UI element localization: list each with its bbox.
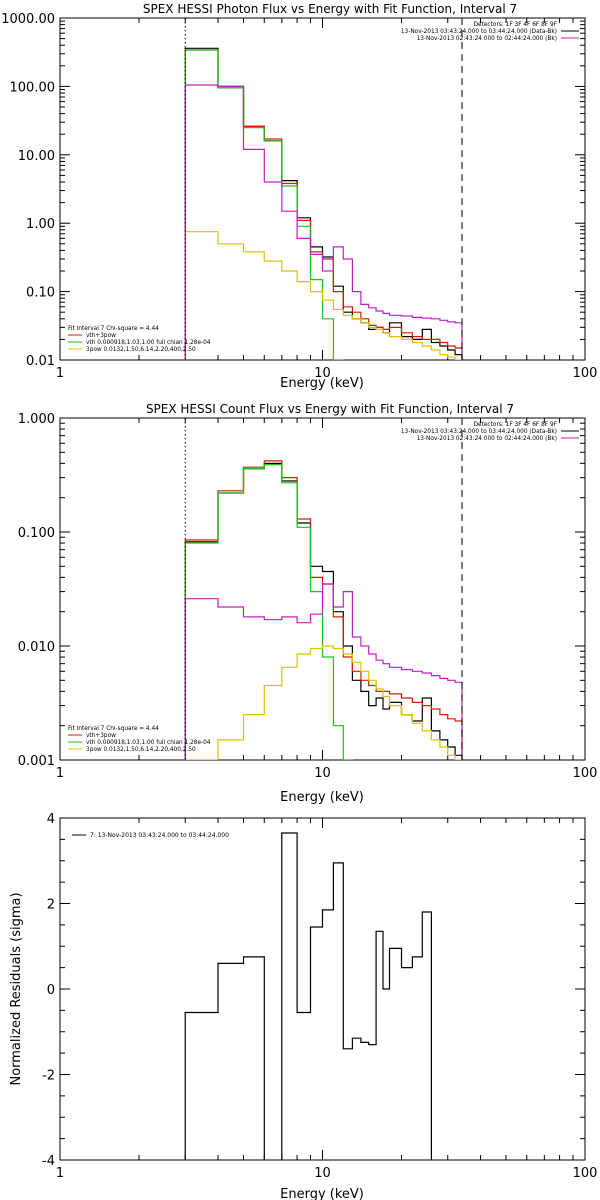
series-layer: [184, 832, 432, 1160]
y-tick-label: 10.00: [18, 149, 55, 164]
y-tick-label: 1.00: [26, 217, 55, 232]
residual-legend: 7: 13-Nov-2013 03:43:24.000 to 03:44:24.…: [72, 832, 229, 839]
y-tick-label: 0: [47, 983, 55, 998]
x-tick-label: 100: [573, 766, 598, 781]
fit-legend-line: vth+3pow: [86, 333, 116, 339]
spectrum-series: [184, 84, 463, 360]
fit-legend-line: 3pow 0.0132,1.50,6.14,2.20,400,2.50: [86, 747, 196, 753]
header-line: 13-Nov-2013 02:43:24.000 to 02:44:24.000…: [417, 36, 557, 42]
fit-legend-line: vth 0.000918,1.03,1.00 full chian 1.28e-…: [86, 340, 211, 346]
spectrum-series: [184, 462, 463, 760]
y-axis-label: Normalized Residuals (sigma): [9, 892, 24, 1085]
x-tick-label: 10: [314, 1166, 331, 1181]
fit-legend-line: 3pow 0.0132,1.50,6.14,2.20,400,2.50: [86, 347, 196, 353]
spectrum-series: [184, 460, 463, 760]
header-line: 13-Nov-2013 03:43:24.000 to 03:44:24.000…: [401, 29, 557, 35]
x-tick-label: 10: [314, 766, 331, 781]
fit-legend-line: vth+3pow: [86, 733, 116, 739]
x-tick-label: 1: [56, 366, 64, 381]
y-tick-label: 1000.00: [1, 12, 55, 27]
y-tick-label: 4: [47, 812, 55, 827]
fit-legend-line: Fit Interval 7 Chi-square = 4.44: [68, 726, 159, 732]
y-tick-label: 2: [47, 898, 55, 913]
x-axis-label: Energy (keV): [280, 1187, 364, 1200]
fit-legend: Fit Interval 7 Chi-square = 4.44vth+3pow…: [68, 326, 211, 353]
spectrum-series: [184, 832, 432, 1160]
x-axis-label: Energy (keV): [280, 376, 364, 391]
legend-label: 7: 13-Nov-2013 03:43:24.000 to 03:44:24.…: [90, 832, 229, 839]
fit-legend-line: Fit Interval 7 Chi-square = 4.44: [68, 326, 159, 332]
y-tick-label: 1.000: [18, 412, 55, 427]
photon-flux-panel: SPEX HESSI Photon Flux vs Energy with Fi…: [1, 2, 597, 391]
tick-layer: 1 10 100 0.01 0.10 1.00 10.00 100.00 1000.00: [1, 12, 597, 381]
spectrum-series: [184, 464, 353, 760]
series-layer: [184, 460, 463, 760]
y-tick-label: 0.01: [26, 354, 55, 369]
y-tick-label: 0.10: [26, 286, 55, 301]
header-line: 13-Nov-2013 03:43:24.000 to 03:44:24.000…: [401, 429, 557, 435]
x-tick-label: 1: [56, 1166, 64, 1181]
marker-lines: [184, 418, 463, 760]
y-tick-label: -2: [42, 1069, 55, 1084]
spectrum-series: [184, 645, 463, 760]
x-axis-label: Energy (keV): [280, 790, 364, 805]
y-tick-label: -4: [42, 1154, 55, 1169]
tick-layer: 1 10 100 -4 -2 0 2 4: [42, 812, 597, 1181]
count-flux-panel: SPEX HESSI Count Flux vs Energy with Fit…: [18, 402, 598, 805]
header-annotation: Detectors: 1F 3F 4F 6F 8F 9F13-Nov-2013 …: [401, 22, 579, 42]
plot-frame: [59, 817, 586, 1161]
spectrum-series: [184, 231, 463, 360]
fit-legend: Fit Interval 7 Chi-square = 4.44vth+3pow…: [68, 726, 211, 753]
spectrum-series: [184, 49, 344, 360]
header-line: Detectors: 1F 3F 4F 6F 8F 9F: [474, 422, 557, 428]
chart-title: SPEX HESSI Count Flux vs Energy with Fit…: [146, 402, 514, 416]
chart-title: SPEX HESSI Photon Flux vs Energy with Fi…: [143, 2, 517, 16]
x-tick-label: 10: [314, 366, 331, 381]
y-tick-label: 0.010: [18, 640, 55, 655]
x-tick-label: 1: [56, 766, 64, 781]
spectrum-series: [184, 47, 463, 360]
header-line: 13-Nov-2013 02:43:24.000 to 02:44:24.000…: [417, 436, 557, 442]
x-tick-label: 100: [573, 366, 598, 381]
header-annotation: Detectors: 1F 3F 4F 6F 8F 9F13-Nov-2013 …: [401, 422, 579, 442]
x-tick-label: 100: [573, 1166, 598, 1181]
y-tick-label: 0.001: [18, 754, 55, 769]
spectrum-series: [184, 583, 463, 760]
y-tick-label: 0.100: [18, 526, 55, 541]
header-line: Detectors: 1F 3F 4F 6F 8F 9F: [474, 22, 557, 28]
residuals-panel: 1 10 100 -4 -2 0 2 4 7: 13-Nov-2013 03:43:24.00…: [9, 812, 597, 1200]
fit-legend-line: vth 0.000918,1.03,1.00 full chian 1.28e-…: [86, 740, 211, 746]
y-tick-label: 100.00: [10, 80, 56, 95]
marker-lines: [184, 18, 463, 360]
series-layer: [184, 47, 463, 360]
